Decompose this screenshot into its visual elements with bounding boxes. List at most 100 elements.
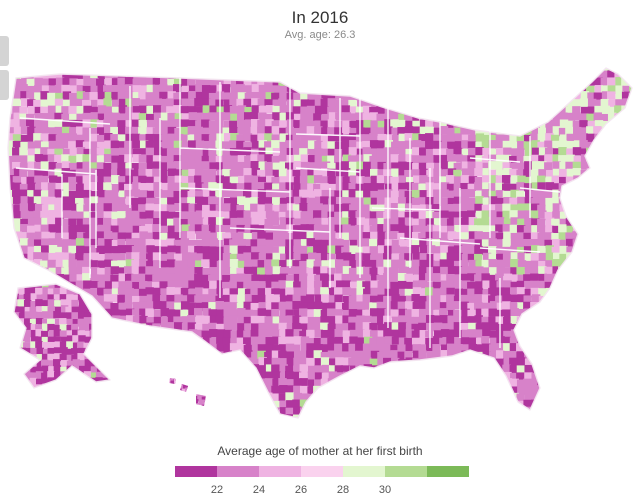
county-cell xyxy=(412,266,422,275)
county-cell xyxy=(8,162,14,171)
county-cell xyxy=(167,357,177,367)
county-cell xyxy=(237,413,246,418)
county-cell xyxy=(461,148,471,158)
county-cell xyxy=(544,266,553,276)
county-cell xyxy=(34,274,43,283)
county-cell xyxy=(244,70,253,79)
county-cell xyxy=(84,359,93,367)
county-cell xyxy=(349,253,358,263)
county-cell xyxy=(607,204,617,214)
county-cell xyxy=(629,218,632,228)
county-cell xyxy=(59,312,67,320)
county-cell xyxy=(565,238,575,248)
county-cell xyxy=(173,78,183,88)
county-cell xyxy=(482,280,491,289)
county-cell xyxy=(229,126,238,136)
county-cell xyxy=(89,225,98,234)
county-cell xyxy=(404,203,414,212)
county-cell xyxy=(19,232,28,242)
county-cell xyxy=(300,133,309,142)
county-cell xyxy=(54,154,63,164)
county-cell xyxy=(82,161,91,171)
side-tab-bottom[interactable] xyxy=(0,70,9,100)
county-cell xyxy=(272,371,281,380)
county-cell xyxy=(118,267,128,276)
county-cell xyxy=(208,147,217,157)
county-cell xyxy=(607,274,616,284)
county-cell xyxy=(327,350,337,359)
county-cell xyxy=(559,112,568,121)
county-cell xyxy=(432,183,442,192)
county-cell xyxy=(390,281,399,291)
county-cell xyxy=(209,371,218,380)
county-cell xyxy=(481,70,490,79)
county-cell xyxy=(488,259,497,268)
county-cell xyxy=(173,365,182,375)
county-cell xyxy=(440,68,449,73)
county-cell xyxy=(71,312,79,320)
county-cell xyxy=(601,295,611,304)
county-cell xyxy=(68,267,78,276)
county-cell xyxy=(8,203,15,213)
county-cell xyxy=(159,239,168,249)
county-cell xyxy=(132,357,141,366)
county-cell xyxy=(300,218,309,228)
county-cell xyxy=(383,77,393,86)
county-cell xyxy=(545,106,554,115)
county-cell xyxy=(167,78,176,88)
county-cell xyxy=(573,365,582,375)
county-cell xyxy=(383,372,393,382)
county-cell xyxy=(40,127,50,136)
county-cell xyxy=(34,148,44,157)
county-cell xyxy=(538,210,547,219)
county-cell xyxy=(600,351,609,360)
county-cell xyxy=(229,294,239,303)
county-cell xyxy=(334,84,343,94)
side-tab-top[interactable] xyxy=(0,36,9,66)
county-cell xyxy=(468,176,478,185)
county-cell xyxy=(229,302,238,311)
county-cell xyxy=(27,225,36,235)
county-cell xyxy=(369,302,378,311)
county-cell xyxy=(96,354,104,363)
county-cell xyxy=(237,217,246,227)
county-cell xyxy=(250,68,259,73)
county-cell xyxy=(278,168,288,177)
county-cell xyxy=(314,203,323,212)
county-cell xyxy=(243,246,252,255)
county-cell xyxy=(111,84,120,94)
county-cell xyxy=(124,266,133,275)
county-cell xyxy=(47,288,56,296)
county-cell xyxy=(328,385,338,395)
county-cell xyxy=(565,358,575,367)
county-cell xyxy=(160,294,169,304)
county-cell xyxy=(566,98,576,108)
county-cell xyxy=(146,232,155,241)
county-cell xyxy=(166,287,175,296)
county-cell xyxy=(97,189,106,199)
county-cell xyxy=(68,400,78,410)
county-cell xyxy=(573,260,583,270)
county-cell xyxy=(293,154,303,164)
county-cell xyxy=(202,140,211,150)
county-cell xyxy=(17,365,25,373)
county-cell xyxy=(146,113,155,123)
county-cell xyxy=(412,287,422,296)
county-cell xyxy=(517,210,527,219)
county-cell xyxy=(321,210,330,219)
county-cell xyxy=(264,378,274,387)
county-cell xyxy=(48,252,57,262)
county-cell xyxy=(405,106,414,115)
county-cell xyxy=(174,203,183,212)
county-cell xyxy=(517,357,526,366)
county-cell xyxy=(503,218,513,228)
county-cell xyxy=(496,253,505,263)
county-cell xyxy=(47,196,56,206)
county-cell xyxy=(27,182,36,192)
county-cell xyxy=(391,162,400,171)
county-cell xyxy=(167,85,176,94)
county-cell xyxy=(580,343,589,353)
county-cell xyxy=(586,246,596,255)
county-cell xyxy=(188,168,197,178)
county-cell xyxy=(356,301,365,310)
